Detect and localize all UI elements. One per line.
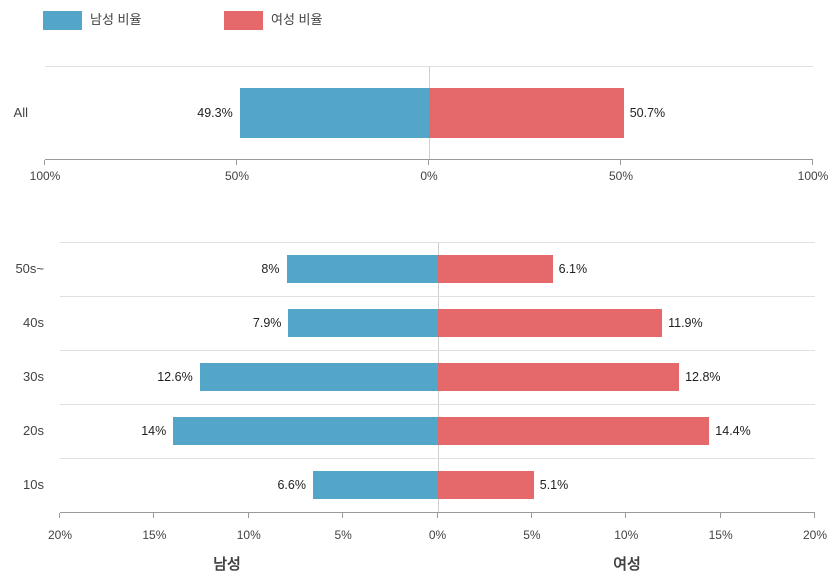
male-value-label: 49.3%	[197, 105, 233, 120]
male-bar-20s	[173, 417, 438, 445]
axis-tick-label: 15%	[708, 528, 733, 542]
legend-label-female: 여성 비율	[271, 12, 323, 27]
axis-tick-label: 0%	[428, 528, 447, 542]
category-label-all: All	[13, 104, 28, 120]
axis-tick	[153, 513, 155, 518]
male-value-label: 7.9%	[252, 316, 282, 330]
axis-tick	[436, 513, 438, 518]
male-series-swatch-icon	[43, 10, 82, 30]
axis-tick	[530, 513, 532, 518]
axis-tick-label: 10%	[614, 528, 639, 542]
male-bar-all	[239, 87, 429, 138]
grid-line	[60, 458, 815, 459]
axis-tick-label: 20%	[802, 528, 828, 542]
axis-tick-label: 15%	[142, 528, 167, 542]
axis-tick-label: 10%	[236, 528, 261, 542]
female-bar-all	[429, 87, 624, 138]
female-value-label: 12.8%	[685, 370, 721, 384]
legend-item-female[interactable]: 여성 비율	[224, 10, 322, 30]
female-bar-50s	[437, 255, 553, 283]
chart-legend: 남성 비율 여성 비율	[0, 0, 838, 40]
male-bar-10s	[312, 471, 438, 499]
axis-tick-label: 0%	[420, 169, 438, 183]
axis-tick	[247, 513, 249, 518]
legend-item-male[interactable]: 남성 비율	[43, 10, 141, 30]
axis-tick	[428, 160, 429, 165]
category-label-30s: 30s	[23, 369, 44, 384]
axis-tick-label: 5%	[523, 528, 541, 542]
category-label-50s: 50s~	[15, 261, 44, 276]
category-label-20s: 20s	[23, 423, 44, 438]
female-value-label: 50.7%	[629, 105, 666, 120]
grid-line	[60, 404, 815, 405]
axis-tick	[719, 513, 721, 518]
male-bar-30s	[199, 363, 438, 391]
age-plot-area: 8% 6.1% 7.9% 11.9% 12.6% 12.8% 14% 14.4% 6.6% 5.1…	[59, 242, 815, 518]
male-value-label: 14%	[141, 424, 167, 438]
category-label-10s: 10s	[23, 477, 44, 492]
category-label-40s: 40s	[23, 315, 44, 330]
female-axis-title: 여성	[613, 556, 641, 573]
grid-line	[60, 296, 815, 297]
axis-tick-label: 20%	[47, 528, 73, 542]
axis-tick-label: 50%	[224, 169, 250, 183]
overall-gender-chart: 49.3% 50.7% All 100% 50% 0% 50% 100%	[0, 66, 838, 196]
female-bar-10s	[437, 471, 534, 499]
female-bar-20s	[437, 417, 710, 445]
female-value-label: 14.4%	[715, 424, 751, 438]
grid-line	[45, 66, 813, 67]
male-axis-title: 남성	[213, 556, 241, 573]
axis-tick	[625, 513, 627, 518]
axis-tick	[620, 160, 621, 165]
female-bar-30s	[437, 363, 680, 391]
male-value-label: 6.6%	[277, 478, 306, 492]
female-bar-40s	[437, 309, 663, 337]
female-value-label: 5.1%	[539, 478, 569, 492]
age-gender-chart: 8% 6.1% 7.9% 11.9% 12.6% 12.8% 14% 14.4% 6.6% 5.1…	[0, 242, 838, 579]
female-value-label: 6.1%	[558, 262, 588, 276]
axis-tick	[814, 513, 815, 518]
female-series-swatch-icon	[224, 10, 263, 30]
axis-tick	[342, 513, 344, 518]
axis-tick-label: 100%	[29, 169, 61, 183]
axis-tick	[236, 160, 237, 165]
axis-tick	[44, 160, 45, 165]
axis-tick-label: 5%	[334, 528, 352, 542]
female-value-label: 11.9%	[668, 316, 703, 330]
axis-tick	[812, 160, 813, 165]
male-bar-40s	[288, 309, 438, 337]
grid-line	[60, 350, 815, 351]
male-bar-50s	[286, 255, 438, 283]
axis-tick-label: 100%	[797, 169, 829, 183]
grid-line	[60, 242, 815, 243]
legend-label-male: 남성 비율	[90, 12, 142, 27]
axis-tick	[59, 513, 60, 518]
male-value-label: 12.6%	[157, 370, 193, 384]
axis-tick-label: 50%	[608, 169, 634, 183]
male-value-label: 8%	[261, 262, 280, 276]
overall-plot-area: 49.3% 50.7%	[44, 66, 813, 165]
